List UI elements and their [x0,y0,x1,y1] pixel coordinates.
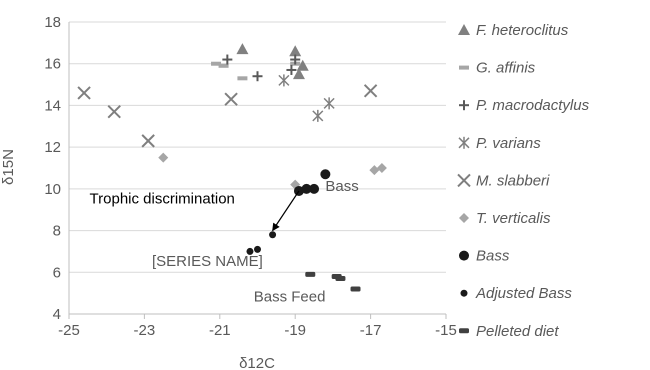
y-tick-label: 12 [44,139,61,156]
legend-item: M. slabberi [457,172,550,189]
data-point [246,247,254,255]
legend-marker [457,173,471,188]
legend-marker [459,328,469,334]
data-point [224,92,238,106]
arrow-line [272,190,300,232]
data-series [77,43,387,292]
data-point [376,163,387,173]
legend-label: F. heteroclitus [476,22,569,39]
x-tick-labels: -25 -23 -21 -19 -17 -15 [58,322,457,339]
data-point [323,97,335,110]
series-f-heteroclitus [236,43,309,80]
data-point [269,231,277,239]
legend-item: T. verticalis [459,210,551,227]
gridlines [69,21,446,273]
data-point [290,54,301,65]
data-point [218,63,229,68]
legend-item: P. macrodactylus [459,97,590,114]
data-point [222,54,233,65]
data-point [320,169,331,180]
series-p-macrodactylus [222,54,301,82]
data-point [369,165,380,176]
x-axis-title: δ12C [239,355,275,370]
legend-label: Adjusted Bass [475,285,572,302]
y-tick-labels: 4 6 8 10 12 14 16 18 [44,14,61,323]
y-tick-label: 14 [44,97,61,114]
axes [68,22,447,319]
y-tick-label: 10 [44,181,61,198]
data-point [289,45,302,57]
legend-marker [459,213,469,223]
legend-label: G. affinis [476,60,536,77]
data-point [211,61,222,66]
legend-marker [460,289,468,297]
data-point [278,74,290,87]
data-point [309,183,320,194]
legend-label: Pelleted diet [476,323,559,340]
legend-item: Bass [459,248,510,265]
x-tick-label: -15 [435,322,457,339]
series-bass [293,169,331,196]
x-tick-label: -25 [58,322,80,339]
legend: F. heteroclitus G. affinis P. macrodactylu… [457,22,590,340]
data-point [107,104,121,119]
series-pelleted-diet [305,271,361,292]
y-axis-title: δ15N [0,149,17,185]
data-point [254,245,261,253]
legend-label: P. varians [476,135,541,152]
data-point [301,183,312,194]
data-point [312,109,324,122]
data-point [158,152,169,163]
legend-marker [458,24,470,35]
trophic-arrow [272,190,300,232]
y-tick-label: 8 [53,223,61,240]
y-tick-label: 4 [53,306,61,323]
legend-label: M. slabberi [476,172,550,189]
data-point [141,134,155,148]
annotations: Trophic discrimination Bass [SERIES NAME] B… [90,178,359,306]
data-point [292,68,305,80]
legend-item: G. affinis [459,60,536,77]
data-point [286,64,297,75]
legend-item: Pelleted diet [459,323,559,340]
series-m-slabberi [77,84,378,148]
legend-marker [459,100,469,111]
annotation-label: [SERIES NAME] [152,253,263,270]
series-p-varians [278,74,335,122]
x-tick-label: -21 [209,322,231,339]
legend-item: F. heteroclitus [458,22,569,39]
y-tick-label: 16 [44,56,61,73]
legend-label: P. macrodactylus [476,97,590,114]
legend-label: T. verticalis [476,210,551,227]
data-point [305,271,316,277]
legend-marker [458,136,470,149]
x-tick-label: -19 [284,322,306,339]
data-point [77,86,91,100]
data-point [237,76,248,81]
data-point [296,59,309,71]
legend-marker [459,250,469,261]
annotation-label: Trophic discrimination [90,190,235,207]
data-point [363,84,378,98]
annotation-label: Bass [325,178,358,195]
data-point [252,71,263,82]
data-point [335,276,346,282]
legend-marker [459,65,469,70]
x-tick-label: -23 [134,322,156,339]
y-tick-label: 18 [44,14,61,31]
legend-item: P. varians [458,135,541,152]
data-point [350,286,361,292]
series-adjusted-bass [246,231,277,255]
legend-label: Bass [476,248,510,265]
y-tick-label: 6 [53,264,61,281]
annotation-label: Bass Feed [254,288,326,305]
x-tick-label: -17 [360,322,382,339]
legend-item: Adjusted Bass [460,285,572,302]
data-point [236,43,249,55]
